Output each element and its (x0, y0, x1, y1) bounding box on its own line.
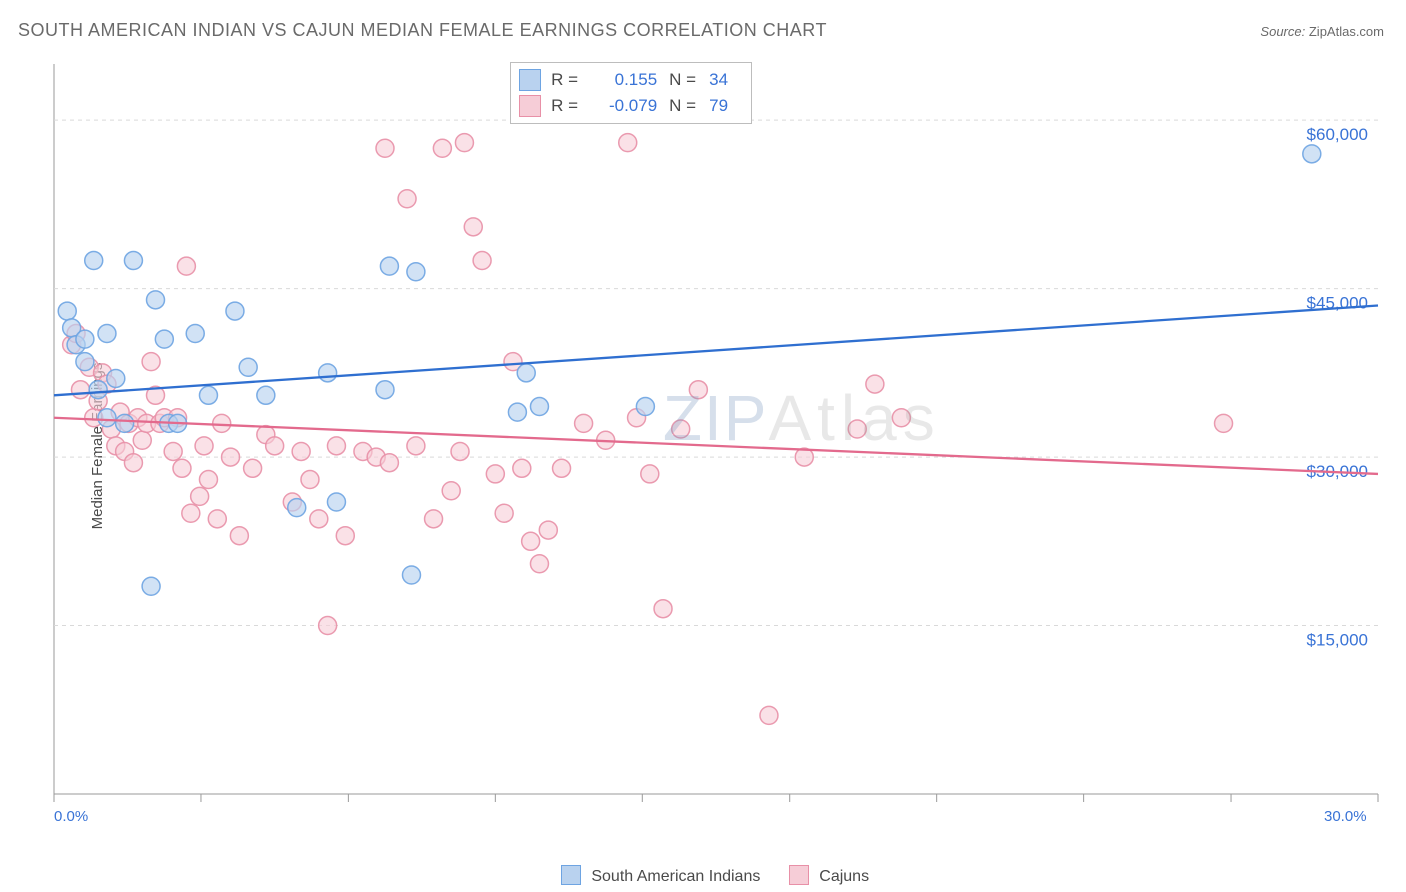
plot-area: $15,000$30,000$45,000$60,000 ZIPAtlas R … (52, 58, 1380, 826)
correlation-legend: R =0.155N =34R =-0.079N =79 (510, 62, 752, 124)
series-legend: South American Indians Cajuns (0, 865, 1406, 886)
source-label: Source: (1260, 24, 1305, 39)
svg-text:$15,000: $15,000 (1307, 631, 1368, 650)
source-value: ZipAtlas.com (1309, 24, 1384, 39)
chart-title: SOUTH AMERICAN INDIAN VS CAJUN MEDIAN FE… (18, 20, 827, 41)
source-attribution: Source: ZipAtlas.com (1260, 24, 1384, 39)
legend-swatch-series2 (789, 865, 809, 885)
legend-label-series2: Cajuns (819, 868, 869, 885)
svg-text:$60,000: $60,000 (1307, 125, 1368, 144)
scatter-chart-svg: $15,000$30,000$45,000$60,000 (52, 58, 1380, 826)
legend-swatch-series1 (561, 865, 581, 885)
x-axis-max-label: 30.0% (1324, 808, 1367, 825)
x-axis-min-label: 0.0% (54, 808, 88, 825)
legend-label-series1: South American Indians (591, 868, 760, 885)
